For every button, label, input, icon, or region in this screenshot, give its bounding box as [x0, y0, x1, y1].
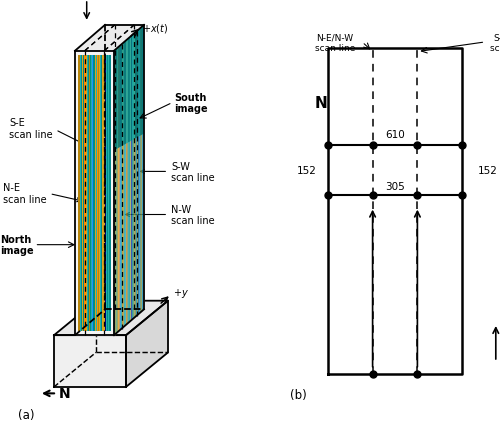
- Polygon shape: [135, 33, 136, 317]
- Polygon shape: [128, 39, 129, 143]
- Polygon shape: [133, 35, 134, 319]
- Polygon shape: [126, 41, 127, 144]
- Polygon shape: [132, 35, 133, 319]
- Polygon shape: [130, 37, 131, 321]
- Polygon shape: [117, 49, 118, 149]
- Polygon shape: [114, 26, 144, 335]
- Polygon shape: [121, 45, 122, 329]
- Polygon shape: [141, 28, 142, 312]
- Polygon shape: [136, 32, 137, 316]
- Polygon shape: [54, 301, 168, 335]
- Polygon shape: [114, 51, 115, 151]
- Polygon shape: [122, 44, 123, 146]
- Polygon shape: [134, 34, 135, 318]
- Polygon shape: [123, 43, 124, 146]
- Text: S-E
scan line: S-E scan line: [9, 118, 101, 153]
- Polygon shape: [137, 31, 138, 138]
- Polygon shape: [129, 38, 130, 322]
- Polygon shape: [127, 40, 128, 324]
- Polygon shape: [124, 42, 125, 145]
- Polygon shape: [142, 27, 143, 311]
- Polygon shape: [126, 40, 127, 325]
- Text: 152: 152: [297, 166, 316, 175]
- Text: $+y$: $+y$: [173, 287, 189, 300]
- Text: (b): (b): [290, 388, 307, 401]
- Polygon shape: [137, 31, 138, 316]
- Polygon shape: [126, 301, 168, 387]
- Text: $+x(t)$: $+x(t)$: [142, 22, 169, 34]
- Polygon shape: [136, 32, 137, 138]
- Text: N-E/N-W
scan line: N-E/N-W scan line: [314, 33, 355, 52]
- Text: South
image: South image: [174, 92, 208, 114]
- Polygon shape: [75, 52, 114, 335]
- Polygon shape: [140, 28, 141, 136]
- Polygon shape: [118, 47, 119, 332]
- Polygon shape: [140, 28, 141, 313]
- Text: S-W
scan line: S-W scan line: [140, 161, 214, 183]
- Text: N: N: [58, 387, 70, 400]
- Polygon shape: [114, 26, 144, 151]
- Polygon shape: [132, 36, 133, 141]
- Polygon shape: [135, 33, 136, 139]
- Text: 610: 610: [385, 129, 405, 139]
- Text: 152: 152: [478, 166, 498, 175]
- Polygon shape: [114, 51, 115, 335]
- Polygon shape: [138, 30, 139, 138]
- Polygon shape: [116, 49, 117, 150]
- Polygon shape: [142, 27, 144, 135]
- Polygon shape: [125, 41, 126, 144]
- Polygon shape: [131, 37, 132, 321]
- Polygon shape: [141, 28, 142, 136]
- Polygon shape: [130, 37, 131, 142]
- Text: N-W
scan line: N-W scan line: [126, 204, 214, 226]
- Polygon shape: [120, 46, 121, 330]
- Text: 305: 305: [385, 182, 405, 192]
- Text: N: N: [314, 95, 327, 110]
- Polygon shape: [139, 30, 140, 314]
- Polygon shape: [116, 49, 117, 333]
- Text: S-E/S-W
scan line: S-E/S-W scan line: [490, 33, 500, 52]
- Text: (a): (a): [18, 408, 34, 421]
- Polygon shape: [129, 38, 130, 142]
- Polygon shape: [134, 34, 135, 140]
- Polygon shape: [125, 42, 126, 326]
- Polygon shape: [54, 335, 126, 387]
- Polygon shape: [138, 30, 139, 314]
- Text: North
image: North image: [0, 234, 34, 256]
- Polygon shape: [118, 47, 120, 148]
- Polygon shape: [128, 39, 129, 323]
- Polygon shape: [127, 40, 128, 144]
- Polygon shape: [133, 35, 134, 141]
- Polygon shape: [119, 47, 120, 331]
- Text: N-E
scan line: N-E scan line: [3, 183, 81, 204]
- Polygon shape: [115, 50, 116, 150]
- Polygon shape: [75, 26, 144, 52]
- Polygon shape: [123, 43, 124, 328]
- Polygon shape: [121, 45, 122, 147]
- Polygon shape: [131, 36, 132, 141]
- Polygon shape: [139, 30, 140, 137]
- Polygon shape: [120, 46, 121, 147]
